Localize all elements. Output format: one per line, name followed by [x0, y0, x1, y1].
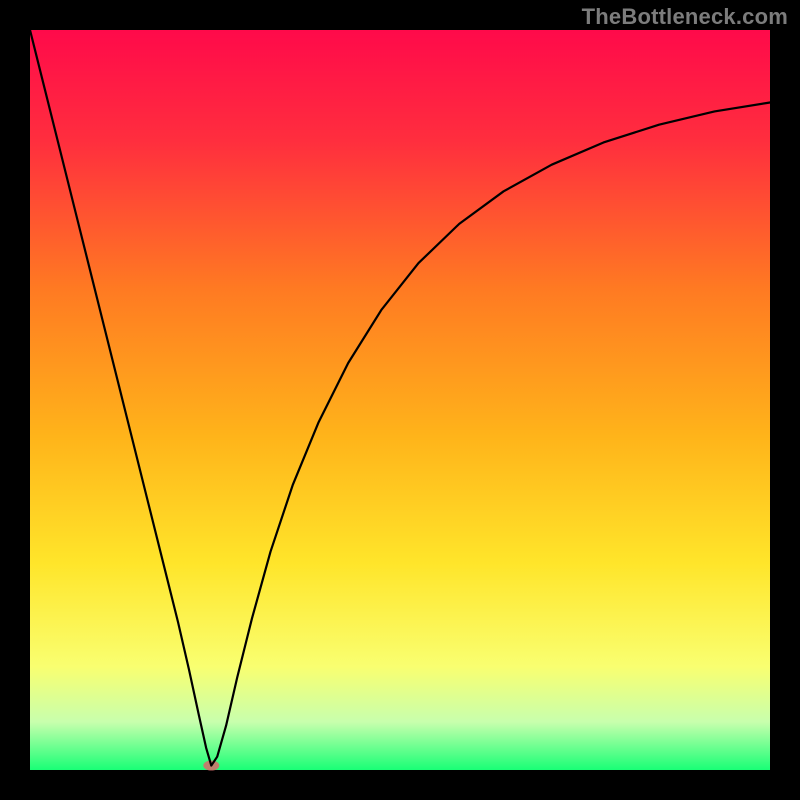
curve-layer: [30, 30, 770, 770]
watermark-text: TheBottleneck.com: [582, 4, 788, 30]
bottleneck-curve: [30, 30, 770, 766]
chart-frame: TheBottleneck.com: [0, 0, 800, 800]
plot-area: [30, 30, 770, 770]
